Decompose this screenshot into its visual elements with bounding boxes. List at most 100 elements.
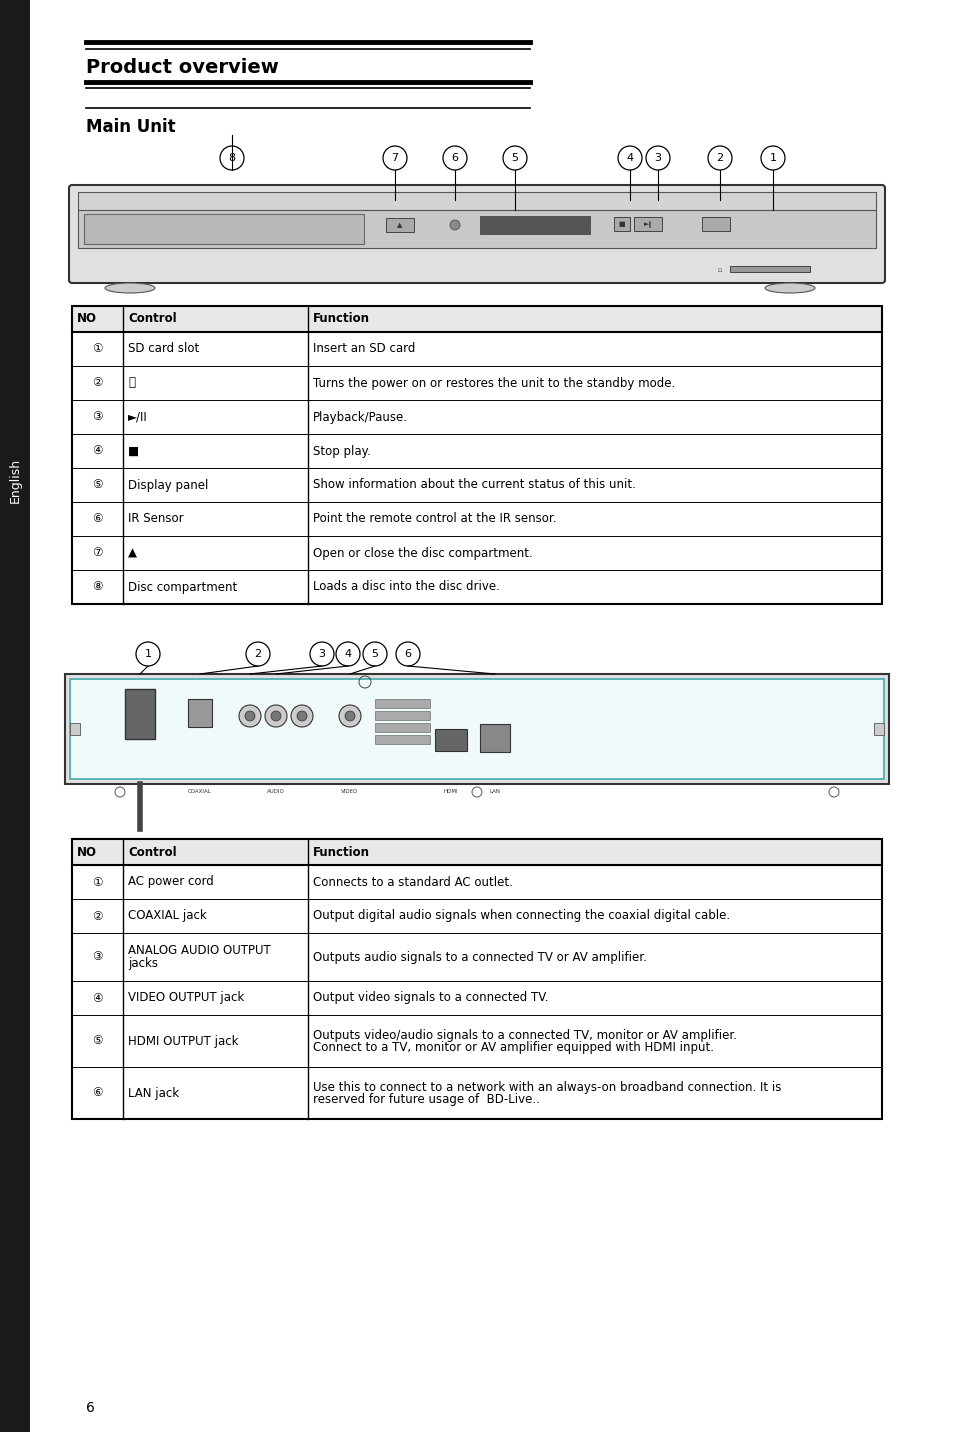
Text: Disc compartment: Disc compartment: [128, 580, 237, 593]
Text: NO: NO: [77, 312, 97, 325]
Text: ②: ②: [92, 377, 103, 390]
Text: ANALOG AUDIO OUTPUT: ANALOG AUDIO OUTPUT: [128, 945, 271, 958]
Text: Open or close the disc compartment.: Open or close the disc compartment.: [313, 547, 532, 560]
Text: Insert an SD card: Insert an SD card: [313, 342, 415, 355]
Bar: [71, 839, 882, 865]
Text: 4: 4: [626, 153, 633, 163]
Text: 2: 2: [716, 153, 722, 163]
Text: ▲: ▲: [396, 222, 402, 228]
Bar: [71, 332, 882, 367]
Bar: [71, 1015, 882, 1067]
Bar: [78, 211, 875, 248]
Bar: [729, 266, 809, 272]
Ellipse shape: [764, 284, 814, 294]
Text: 6: 6: [404, 649, 411, 659]
Text: ⑤: ⑤: [92, 1034, 103, 1047]
Circle shape: [296, 712, 307, 720]
Bar: [375, 699, 430, 707]
Text: VIDEO OUTPUT jack: VIDEO OUTPUT jack: [128, 991, 244, 1004]
Text: 5: 5: [511, 153, 518, 163]
Text: Main Unit: Main Unit: [86, 117, 175, 136]
Text: ④: ④: [92, 991, 103, 1004]
Bar: [634, 218, 661, 231]
Circle shape: [338, 705, 360, 727]
Bar: [71, 981, 882, 1015]
Text: Turns the power on or restores the unit to the standby mode.: Turns the power on or restores the unit …: [313, 377, 675, 390]
Bar: [70, 723, 80, 735]
Bar: [701, 218, 729, 231]
Bar: [375, 735, 430, 745]
Bar: [71, 468, 882, 503]
Text: ⑦: ⑦: [92, 547, 103, 560]
Text: 7: 7: [391, 153, 398, 163]
Bar: [71, 306, 882, 604]
Text: ①: ①: [92, 875, 103, 888]
Text: 3: 3: [654, 153, 660, 163]
Text: AUDIO: AUDIO: [267, 789, 285, 793]
Bar: [71, 570, 882, 604]
Bar: [125, 689, 154, 739]
Circle shape: [239, 705, 261, 727]
Text: COAXIAL: COAXIAL: [188, 789, 212, 793]
Circle shape: [265, 705, 287, 727]
Bar: [71, 865, 882, 899]
Text: ▲: ▲: [128, 547, 137, 560]
Ellipse shape: [105, 284, 154, 294]
Circle shape: [245, 712, 254, 720]
Text: COAXIAL jack: COAXIAL jack: [128, 909, 207, 922]
Text: Ω: Ω: [718, 268, 721, 272]
Bar: [71, 503, 882, 536]
Text: ③: ③: [92, 411, 103, 424]
FancyBboxPatch shape: [69, 185, 884, 284]
Text: 1: 1: [144, 649, 152, 659]
Text: Display panel: Display panel: [128, 478, 208, 491]
Text: Connects to a standard AC outlet.: Connects to a standard AC outlet.: [313, 875, 512, 888]
Text: IR Sensor: IR Sensor: [128, 513, 184, 526]
Text: Control: Control: [128, 312, 176, 325]
Text: 4: 4: [344, 649, 352, 659]
Bar: [78, 192, 875, 211]
Text: ⑥: ⑥: [92, 1087, 103, 1100]
Text: Connect to a TV, monitor or AV amplifier equipped with HDMI input.: Connect to a TV, monitor or AV amplifier…: [313, 1041, 713, 1054]
Text: English: English: [9, 457, 22, 503]
Text: Function: Function: [313, 845, 370, 859]
Text: Point the remote control at the IR sensor.: Point the remote control at the IR senso…: [313, 513, 556, 526]
Text: Product overview: Product overview: [86, 59, 278, 77]
Text: Output digital audio signals when connecting the coaxial digital cable.: Output digital audio signals when connec…: [313, 909, 729, 922]
Bar: [479, 725, 510, 752]
Text: Show information about the current status of this unit.: Show information about the current statu…: [313, 478, 635, 491]
Bar: [386, 218, 414, 232]
Circle shape: [291, 705, 313, 727]
Text: Function: Function: [313, 312, 370, 325]
Text: LAN: LAN: [489, 789, 500, 793]
Bar: [479, 216, 589, 233]
Bar: [375, 712, 430, 720]
Text: ►‖: ►‖: [643, 221, 652, 228]
Text: ①: ①: [92, 342, 103, 355]
Text: 6: 6: [86, 1400, 94, 1415]
Bar: [71, 536, 882, 570]
Bar: [71, 306, 882, 332]
Bar: [71, 934, 882, 981]
Text: ■: ■: [128, 444, 139, 457]
Text: Outputs audio signals to a connected TV or AV amplifier.: Outputs audio signals to a connected TV …: [313, 951, 646, 964]
Text: HDMI: HDMI: [443, 789, 457, 793]
Text: 2: 2: [254, 649, 261, 659]
Text: ④: ④: [92, 444, 103, 457]
Text: ③: ③: [92, 951, 103, 964]
Text: jacks: jacks: [128, 957, 158, 969]
Text: Outputs video/audio signals to a connected TV, monitor or AV amplifier.: Outputs video/audio signals to a connect…: [313, 1028, 736, 1041]
Text: VIDEO: VIDEO: [341, 789, 358, 793]
Text: ⑥: ⑥: [92, 513, 103, 526]
Bar: [70, 679, 883, 779]
Bar: [71, 400, 882, 434]
Text: Stop play.: Stop play.: [313, 444, 370, 457]
Bar: [71, 434, 882, 468]
Text: Output video signals to a connected TV.: Output video signals to a connected TV.: [313, 991, 548, 1004]
Bar: [71, 367, 882, 400]
Circle shape: [345, 712, 355, 720]
Text: Use this to connect to a network with an always-on broadband connection. It is: Use this to connect to a network with an…: [313, 1081, 781, 1094]
Text: 6: 6: [451, 153, 458, 163]
Text: ►/II: ►/II: [128, 411, 148, 424]
Bar: [873, 723, 883, 735]
